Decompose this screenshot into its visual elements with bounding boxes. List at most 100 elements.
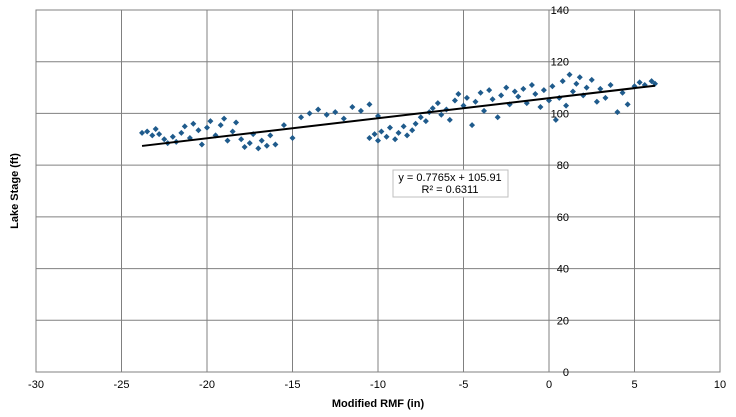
data-point: [272, 141, 279, 148]
data-point: [494, 114, 501, 121]
data-point: [455, 91, 462, 98]
data-point: [463, 94, 470, 101]
data-point: [593, 98, 600, 105]
data-point: [161, 136, 168, 143]
data-point: [229, 128, 236, 135]
data-point: [178, 129, 185, 136]
data-point: [607, 81, 614, 88]
data-point: [289, 134, 296, 141]
y-tick-label: 0: [563, 367, 569, 379]
data-point: [267, 132, 274, 139]
y-tick-label: 60: [557, 212, 569, 224]
x-tick-label: -20: [199, 379, 215, 391]
data-point: [238, 136, 245, 143]
data-point: [552, 116, 559, 123]
x-axis-label: Modified RMF (in): [332, 398, 425, 410]
trendline-r-squared: R² = 0.6311: [422, 184, 479, 196]
data-point: [404, 132, 411, 139]
data-point: [217, 122, 224, 129]
data-point: [306, 110, 313, 117]
x-tick-label: 10: [714, 379, 726, 391]
data-point: [422, 118, 429, 125]
x-tick-label: 0: [546, 379, 552, 391]
data-point: [624, 101, 631, 108]
gridlines: [36, 10, 720, 372]
data-point: [221, 115, 228, 122]
data-point: [563, 102, 570, 109]
y-tick-label: 80: [557, 160, 569, 172]
data-point: [190, 120, 197, 127]
data-point: [481, 107, 488, 114]
x-tick-label: -25: [114, 379, 130, 391]
data-point: [648, 78, 655, 85]
data-point: [588, 76, 595, 83]
data-point: [549, 83, 556, 90]
x-tick-label: -5: [459, 379, 469, 391]
data-point: [298, 114, 305, 121]
data-point: [503, 84, 510, 91]
data-point: [566, 71, 573, 78]
data-point: [204, 124, 210, 131]
data-point: [489, 96, 496, 103]
data-point: [540, 87, 547, 94]
data-point: [233, 119, 240, 126]
x-tick-label: -15: [285, 379, 301, 391]
data-point: [438, 111, 445, 118]
data-point: [569, 88, 576, 95]
y-axis-label: Lake Stage (ft): [9, 153, 21, 229]
data-point: [315, 106, 322, 113]
data-point: [602, 94, 609, 101]
data-point: [246, 140, 253, 147]
data-point: [386, 124, 393, 131]
data-point: [375, 137, 381, 144]
data-point: [169, 133, 176, 140]
data-point: [366, 134, 373, 141]
data-point: [477, 89, 484, 96]
data-point: [144, 128, 151, 135]
x-tick-label: 5: [631, 379, 637, 391]
data-point: [255, 145, 262, 152]
data-point: [323, 111, 330, 118]
x-axis-tick-labels: -30 -25 -20 -15 -10 -5 0 5 10: [28, 379, 726, 391]
x-tick-label: -30: [28, 379, 44, 391]
data-point: [383, 133, 390, 140]
data-point: [156, 131, 163, 138]
data-point: [241, 144, 248, 151]
y-tick-label: 120: [551, 57, 569, 69]
data-point: [532, 91, 539, 98]
data-point: [451, 97, 458, 104]
data-point: [446, 116, 453, 123]
data-point: [573, 80, 580, 87]
data-point: [409, 127, 416, 134]
data-point: [498, 92, 505, 99]
data-point: [378, 128, 385, 135]
data-point: [636, 79, 643, 86]
y-tick-label: 20: [557, 315, 569, 327]
data-point: [583, 84, 590, 91]
data-point: [152, 125, 159, 132]
x-tick-label: -10: [370, 379, 386, 391]
data-point: [614, 109, 621, 116]
y-tick-label: 100: [551, 108, 569, 120]
data-point: [486, 87, 493, 94]
data-point: [417, 114, 424, 121]
data-point: [472, 98, 479, 105]
data-point: [511, 88, 518, 95]
data-point: [619, 89, 626, 96]
data-point: [258, 137, 265, 144]
data-point: [576, 74, 583, 81]
data-point: [349, 103, 356, 110]
data-point: [392, 136, 399, 143]
data-point: [528, 81, 535, 88]
data-point: [332, 109, 339, 116]
data-point: [395, 129, 402, 136]
data-point: [340, 115, 347, 122]
y-tick-label: 40: [557, 264, 569, 276]
data-point: [149, 132, 156, 139]
trendline: [141, 84, 656, 147]
data-point: [198, 141, 205, 148]
trendline-equation: y = 0.7765x + 105.91: [398, 172, 501, 184]
data-point: [195, 127, 202, 134]
data-point: [263, 142, 270, 149]
